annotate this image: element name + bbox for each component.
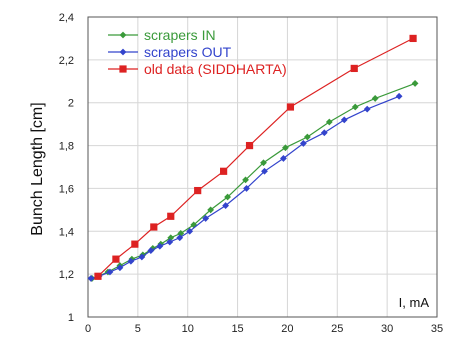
y-tick-label: 1	[68, 312, 74, 324]
x-tick-label: 5	[135, 323, 141, 335]
data-point	[167, 234, 175, 242]
y-tick-label: 2	[68, 98, 74, 110]
data-point	[119, 48, 127, 56]
data-point	[202, 215, 210, 222]
data-point	[371, 95, 379, 102]
x-axis-label: I, mA	[399, 295, 430, 310]
series	[87, 34, 419, 282]
y-axis-label: Bunch Length [cm]	[29, 102, 46, 235]
legend-item: scrapers OUT	[108, 44, 232, 60]
data-point	[116, 264, 124, 272]
y-tick-label: 1,8	[59, 141, 74, 153]
data-point	[147, 247, 155, 254]
data-point	[242, 176, 249, 184]
data-point	[106, 268, 114, 276]
data-point	[119, 31, 127, 39]
data-point	[303, 133, 311, 141]
series-group	[87, 92, 403, 282]
data-point	[282, 144, 289, 152]
legend-label: old data (SIDDHARTA)	[144, 61, 287, 77]
x-tick-label: 25	[331, 323, 343, 335]
data-point	[411, 80, 419, 87]
series-group	[94, 34, 417, 280]
y-tick-label: 2,4	[59, 12, 74, 24]
legend-item: old data (SIDDHARTA)	[108, 61, 287, 77]
data-point	[194, 186, 202, 195]
data-point	[167, 212, 175, 220]
legend-item: scrapers IN	[108, 27, 216, 43]
data-point	[320, 129, 328, 137]
data-point	[260, 159, 267, 167]
y-tick-label: 1,4	[59, 226, 74, 238]
x-tick-label: 15	[231, 323, 243, 335]
data-point	[112, 255, 120, 263]
grid	[87, 16, 438, 318]
data-point	[286, 103, 295, 111]
data-point	[340, 116, 348, 124]
x-tick-label: 30	[381, 323, 393, 335]
data-point	[395, 92, 403, 100]
data-point	[166, 238, 174, 246]
data-point	[299, 140, 307, 147]
data-point	[94, 272, 102, 280]
y-tick-label: 1,2	[59, 269, 74, 281]
x-tick-label: 35	[431, 323, 443, 335]
data-point	[150, 223, 158, 231]
data-point	[87, 275, 95, 282]
data-point	[119, 65, 127, 73]
data-point	[325, 118, 333, 126]
data-point	[363, 105, 371, 113]
data-point	[222, 202, 230, 209]
data-point	[186, 227, 194, 235]
data-point	[350, 64, 358, 73]
data-point	[127, 257, 135, 265]
y-tick-label: 2,2	[59, 55, 74, 67]
data-point	[138, 253, 146, 261]
data-point	[176, 234, 184, 242]
data-point	[409, 34, 417, 43]
x-tick-label: 20	[281, 323, 293, 335]
x-tick-label: 0	[85, 323, 91, 335]
y-tick-label: 1,6	[59, 183, 74, 195]
axis-ticks: 0 5 10 15 20 25 30 35 1 1,2 1,4 1,6 1,8 2 2,2 2,4	[59, 12, 443, 335]
data-point	[280, 155, 287, 162]
legend-label: scrapers IN	[144, 27, 216, 43]
plot-frame	[87, 16, 438, 318]
data-point	[156, 242, 164, 250]
data-point	[131, 240, 139, 248]
data-point	[224, 193, 231, 201]
data-point	[351, 103, 359, 111]
legend-label: scrapers OUT	[144, 44, 232, 60]
data-point	[220, 167, 228, 175]
data-point	[207, 206, 215, 214]
x-tick-label: 10	[182, 323, 194, 335]
data-point	[261, 167, 268, 175]
data-point	[243, 185, 250, 192]
data-point	[245, 141, 254, 150]
